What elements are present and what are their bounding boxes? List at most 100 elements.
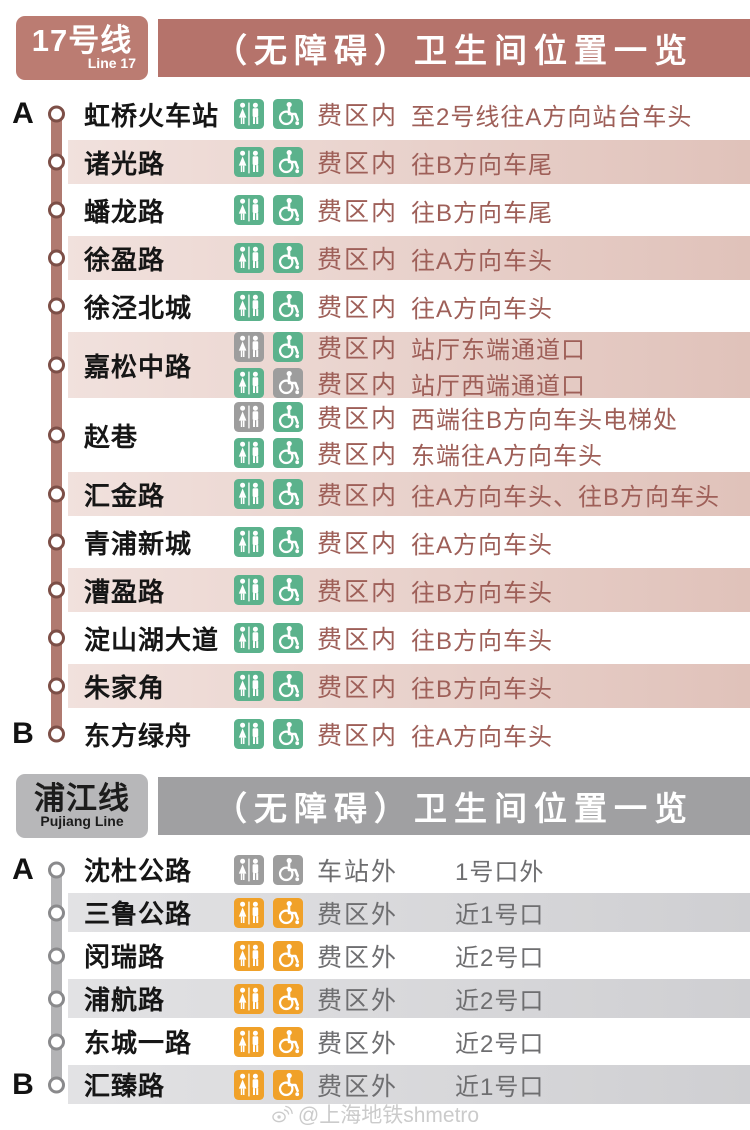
location-text: 近1号口 <box>455 902 545 929</box>
station-name: 蟠龙路 <box>84 196 166 227</box>
location-text: 1号口外 <box>455 859 545 886</box>
wheelchair-icon <box>273 854 303 885</box>
section-line17: 17号线 Line 17 （无障碍）卫生间位置一览 A 虹桥火车站 <box>0 16 750 758</box>
toilet-entry: 费区内 至2号线往A方向站台车头 <box>234 98 693 131</box>
toilet-entry: 费区内 站厅西端通道口 <box>234 367 586 400</box>
line-name-en-label: Pujiang Line <box>40 813 124 830</box>
station-row: A 虹桥火车站 <box>0 90 750 138</box>
toilet-entry: 费区外 近1号口 <box>234 1069 544 1101</box>
line17-rail <box>51 114 62 734</box>
location-text: 往A方向车头 <box>411 531 554 559</box>
station-row: 蟠龙路 <box>0 186 750 234</box>
toilet-icon <box>234 940 264 971</box>
station-node <box>48 249 65 267</box>
station-node <box>48 947 65 964</box>
toilet-icon <box>234 719 264 749</box>
station-node <box>48 725 65 743</box>
wheelchair-icon <box>273 671 303 701</box>
station-row: 闵瑞路 <box>0 934 750 977</box>
station-node <box>48 904 65 921</box>
fare-zone-label: 车站外 <box>317 857 399 886</box>
station-node <box>48 105 65 123</box>
section-title: （无障碍）卫生间位置一览 <box>158 777 750 835</box>
station-name: 东城一路 <box>84 1028 193 1058</box>
toilet-entry: 车站外 1号口外 <box>234 854 544 886</box>
station-row: 浦航路 <box>0 977 750 1020</box>
toilet-entries: 费区内 往B方向车尾 <box>234 194 553 227</box>
line17-badge: 17号线 Line 17 <box>16 16 148 80</box>
toilet-entry: 费区内 东端往A方向车头 <box>234 437 678 470</box>
fare-zone-label: 费区外 <box>317 1029 399 1058</box>
toilet-entries: 费区内 往B方向车头 <box>234 670 554 703</box>
line-number-label: 17号线 <box>31 22 133 58</box>
fare-zone-label: 费区内 <box>317 626 399 654</box>
location-text: 近1号口 <box>455 1074 545 1101</box>
toilet-entries: 费区内 往B方向车头 <box>234 574 553 607</box>
station-name: 淀山湖大道 <box>84 624 220 655</box>
toilet-entry: 费区内 往B方向车尾 <box>234 194 553 227</box>
station-row: B 汇臻路 <box>0 1063 750 1106</box>
station-row: 徐泾北城 <box>0 282 750 330</box>
station-name: 漕盈路 <box>84 576 166 607</box>
pujiang-rail <box>51 869 62 1084</box>
location-text: 往A方向车头 <box>411 247 554 275</box>
fare-zone-label: 费区内 <box>317 294 399 322</box>
toilet-icon <box>234 147 264 177</box>
toilet-icon <box>234 671 264 701</box>
station-name: 三鲁公路 <box>84 899 193 929</box>
toilet-entry: 费区外 近2号口 <box>234 940 544 972</box>
toilet-icon <box>234 195 264 225</box>
fare-zone-label: 费区内 <box>317 198 399 226</box>
location-text: 站厅东端通道口 <box>411 336 586 364</box>
line-name-en-label: Line 17 <box>87 55 136 72</box>
station-name: 嘉松中路 <box>84 351 193 382</box>
wheelchair-icon <box>273 719 303 749</box>
line17-header: 17号线 Line 17 （无障碍）卫生间位置一览 <box>16 16 750 80</box>
toilet-entry: 费区内 往B方向车尾 <box>234 146 553 179</box>
station-row: 汇金路 <box>0 470 750 518</box>
fare-zone-label: 费区内 <box>317 405 399 433</box>
location-text: 至2号线往A方向站台车头 <box>411 103 693 131</box>
station-node <box>48 1033 65 1050</box>
wheelchair-icon <box>273 983 303 1014</box>
toilet-icon <box>234 368 264 398</box>
toilet-icon <box>234 332 264 362</box>
fare-zone-label: 费区内 <box>317 578 399 606</box>
station-node <box>48 153 65 171</box>
endpoint-label: B <box>12 717 34 750</box>
toilet-icon <box>234 1069 264 1100</box>
station-node <box>48 581 65 599</box>
station-node <box>48 677 65 695</box>
wheelchair-icon <box>273 1069 303 1100</box>
location-text: 近2号口 <box>455 1031 545 1058</box>
location-text: 西端往B方向车头电梯处 <box>411 406 679 434</box>
wheelchair-icon <box>273 479 303 509</box>
station-row: 嘉松中路 <box>0 330 750 400</box>
station-list-line17: A 虹桥火车站 <box>0 90 750 758</box>
pujiang-badge: 浦江线 Pujiang Line <box>16 774 148 838</box>
toilet-icon <box>234 1026 264 1057</box>
toilet-icon <box>234 291 264 321</box>
toilet-icon <box>234 479 264 509</box>
station-row: 三鲁公路 <box>0 891 750 934</box>
endpoint-label: A <box>12 97 34 130</box>
watermark: @上海地铁shmetro <box>0 1101 750 1127</box>
fare-zone-label: 费区内 <box>317 102 399 130</box>
wheelchair-icon <box>273 147 303 177</box>
station-name: 赵巷 <box>84 421 139 452</box>
toilet-entries: 费区内 往B方向车尾 <box>234 146 553 179</box>
weibo-icon <box>272 1105 293 1123</box>
station-node <box>48 201 65 219</box>
toilet-entries: 费区内 往A方向车头 <box>234 718 553 751</box>
toilet-entry: 费区内 往B方向车头 <box>234 622 553 655</box>
toilet-entries: 费区内 往A方向车头、往B方向车头 <box>234 478 720 511</box>
toilet-entries: 费区内 往A方向车头 <box>234 526 554 559</box>
toilet-icon <box>234 983 264 1014</box>
toilet-entry: 费区内 往B方向车头 <box>234 670 554 703</box>
station-node <box>48 426 65 444</box>
location-text: 站厅西端通道口 <box>411 372 586 400</box>
pujiang-header: 浦江线 Pujiang Line （无障碍）卫生间位置一览 <box>16 774 750 838</box>
station-row: 诸光路 <box>0 138 750 186</box>
toilet-icon <box>234 623 264 653</box>
location-text: 往B方向车头 <box>411 675 554 703</box>
